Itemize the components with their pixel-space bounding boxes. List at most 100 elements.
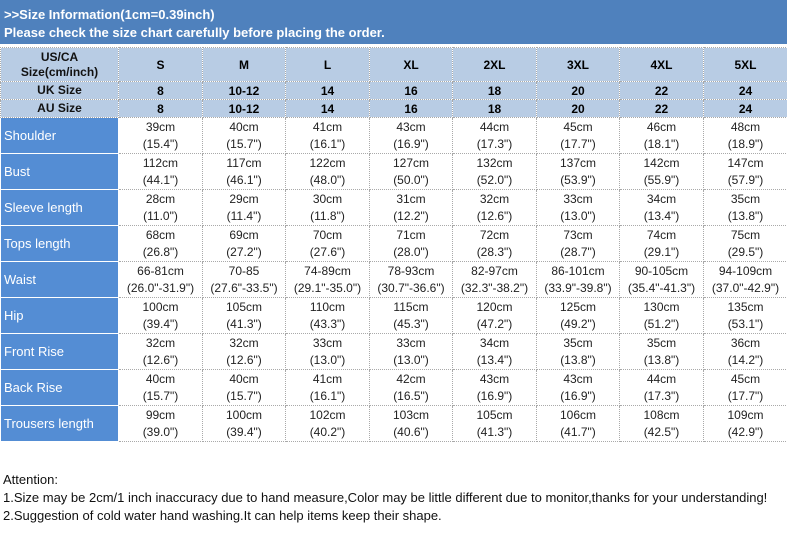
measurement-label: Shoulder xyxy=(0,117,119,154)
measurement-cell: 130cm (51.2") xyxy=(619,297,704,334)
header-row: AU Size 8 10-12 14 16 18 20 22 24 xyxy=(0,99,787,118)
inch-value: (29.1") xyxy=(643,244,680,259)
header-row-label: UK Size xyxy=(0,81,119,100)
inch-value: (13.8") xyxy=(560,352,596,367)
cm-value: 70cm xyxy=(312,227,343,242)
size-header-cell: 3XL xyxy=(536,47,620,82)
size-header-cell: 22 xyxy=(619,99,704,118)
size-header-cell: 4XL xyxy=(619,47,704,82)
notes-title: Attention: xyxy=(3,472,58,487)
inch-value: (15.7") xyxy=(226,388,262,403)
measurement-cell: 44cm (17.3") xyxy=(619,369,704,406)
table-row: Shoulder 39cm (15.4") 40cm (15.7") 41cm (16.1"… xyxy=(0,117,787,154)
cm-value: 122cm xyxy=(309,155,346,170)
measurement-cell: 99cm (39.0") xyxy=(118,405,203,442)
inch-value: (16.5") xyxy=(393,388,429,403)
measurement-cell: 90-105cm (35.4"-41.3") xyxy=(619,261,704,298)
inch-value: (41.3") xyxy=(476,424,513,439)
cm-value: 43cm xyxy=(479,371,510,386)
size-header-cell: XL xyxy=(369,47,453,82)
header-row: US/CA Size(cm/inch) S M L XL 2XL 3XL 4XL 5XL xyxy=(0,47,787,82)
inch-value: (16.1") xyxy=(309,136,346,151)
cm-value: 100cm xyxy=(225,407,263,422)
measurement-cell: 32cm (12.6") xyxy=(452,189,537,226)
cm-value: 112cm xyxy=(142,155,179,170)
inch-value: (39.4") xyxy=(226,424,262,439)
inch-value: (52.0") xyxy=(476,172,513,187)
measurement-label: Hip xyxy=(0,297,119,334)
measurement-label: Waist xyxy=(0,261,119,298)
inch-value: (32.3"-38.2") xyxy=(460,280,529,295)
measurement-cell: 34cm (13.4") xyxy=(619,189,704,226)
table-row: Tops length 68cm (26.8") 69cm (27.2") 70cm (27… xyxy=(0,225,787,262)
measurement-cell: 43cm (16.9") xyxy=(369,117,453,154)
inch-value: (27.2") xyxy=(226,244,262,259)
size-header-cell: 16 xyxy=(369,99,453,118)
measurement-label: Bust xyxy=(0,153,119,190)
cm-value: 105cm xyxy=(476,407,513,422)
table-row: Hip 100cm (39.4") 105cm (41.3") 110cm (43.3") 1… xyxy=(0,297,787,334)
cm-value: 127cm xyxy=(392,155,430,170)
measurement-cell: 115cm (45.3") xyxy=(369,297,453,334)
inch-value: (13.4") xyxy=(476,352,513,367)
inch-value: (55.9") xyxy=(643,172,680,187)
measurement-cell: 31cm (12.2") xyxy=(369,189,453,226)
cm-value: 31cm xyxy=(396,191,426,206)
inch-value: (53.1") xyxy=(727,316,764,331)
size-header-cell: 8 xyxy=(118,81,203,100)
size-header-cell: 18 xyxy=(452,81,537,100)
cm-value: 43cm xyxy=(563,371,593,386)
cm-value: 109cm xyxy=(727,407,764,422)
inch-value: (17.7") xyxy=(560,136,596,151)
cm-value: 34cm xyxy=(646,191,677,206)
table-row: Sleeve length 28cm (11.0") 29cm (11.4") 30cm (… xyxy=(0,189,787,226)
inch-value: (40.6") xyxy=(393,424,429,439)
cm-value: 125cm xyxy=(559,299,597,314)
cm-value: 35cm xyxy=(730,191,761,206)
measurement-cell: 40cm (15.7") xyxy=(202,117,286,154)
size-header-cell: L xyxy=(285,47,370,82)
cm-value: 40cm xyxy=(229,119,259,134)
inch-value: (41.7") xyxy=(560,424,596,439)
inch-value: (39.4") xyxy=(142,316,179,331)
cm-value: 94-109cm xyxy=(718,263,773,278)
inch-value: (12.6") xyxy=(476,208,513,223)
measurement-cell: 125cm (49.2") xyxy=(536,297,620,334)
inch-value: (14.2") xyxy=(727,352,764,367)
size-table: US/CA Size(cm/inch) S M L XL 2XL 3XL 4XL 5XL UK Si… xyxy=(0,47,787,442)
measurement-cell: 105cm (41.3") xyxy=(452,405,537,442)
inch-value: (28.0") xyxy=(393,244,429,259)
cm-value: 45cm xyxy=(730,371,761,386)
inch-value: (57.9") xyxy=(727,172,764,187)
measurement-cell: 73cm (28.7") xyxy=(536,225,620,262)
inch-value: (42.9") xyxy=(727,424,764,439)
measurement-cell: 45cm (17.7") xyxy=(703,369,787,406)
inch-value: (40.2") xyxy=(309,424,346,439)
measurement-cell: 108cm (42.5") xyxy=(619,405,704,442)
inch-value: (47.2") xyxy=(476,316,513,331)
size-header-cell: 24 xyxy=(703,81,787,100)
measurement-cell: 48cm (18.9") xyxy=(703,117,787,154)
measurement-cell: 69cm (27.2") xyxy=(202,225,286,262)
measurement-label: Back Rise xyxy=(0,369,119,406)
header-row-label: US/CA Size(cm/inch) xyxy=(0,47,119,82)
inch-value: (29.5") xyxy=(727,244,764,259)
header-label-line: Size(cm/inch) xyxy=(20,64,99,79)
measurement-cell: 100cm (39.4") xyxy=(118,297,203,334)
cm-value: 100cm xyxy=(142,299,179,314)
measurement-cell: 33cm (13.0") xyxy=(369,333,453,370)
measurement-cell: 103cm (40.6") xyxy=(369,405,453,442)
inch-value: (17.3") xyxy=(476,136,513,151)
inch-value: (17.3") xyxy=(643,388,680,403)
inch-value: (16.9") xyxy=(560,388,596,403)
cm-value: 44cm xyxy=(646,371,677,386)
measurement-cell: 147cm (57.9") xyxy=(703,153,787,190)
measurement-cell: 75cm (29.5") xyxy=(703,225,787,262)
size-header-cell: 22 xyxy=(619,81,704,100)
inch-value: (27.6"-33.5") xyxy=(210,280,278,295)
cm-value: 40cm xyxy=(145,371,176,386)
measurement-cell: 72cm (28.3") xyxy=(452,225,537,262)
cm-value: 66-81cm xyxy=(137,263,184,278)
cm-value: 48cm xyxy=(730,119,761,134)
note-item: 2.Suggestion of cold water hand washing.… xyxy=(3,508,442,523)
